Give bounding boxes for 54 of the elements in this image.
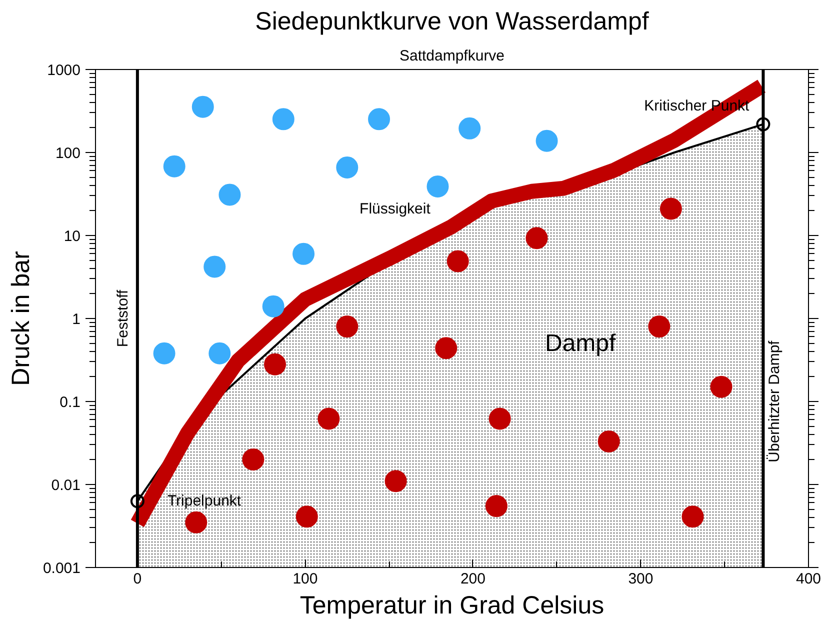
point [336, 156, 358, 178]
point [756, 117, 770, 132]
y-tick-label: 0.001 [42, 560, 81, 577]
y-tick-label: 1000 [47, 62, 81, 79]
x-axis-title: Temperatur in Grad Celsius [300, 592, 604, 620]
point [426, 175, 449, 198]
y-tick-label: 0.1 [60, 394, 81, 411]
y-tick-label: 1 [72, 311, 80, 328]
point [292, 242, 315, 265]
point [458, 117, 481, 140]
point [264, 353, 286, 376]
point [272, 108, 294, 130]
point [526, 227, 548, 250]
point [318, 408, 340, 430]
point [435, 337, 458, 360]
point [262, 295, 284, 318]
x-tick-label: 400 [796, 570, 822, 588]
point [682, 506, 704, 528]
point [536, 130, 558, 152]
y-tick-label: 100 [55, 145, 81, 162]
ref-line-label: Überhitzter Dampf [766, 340, 784, 462]
point [446, 250, 469, 272]
point [710, 376, 732, 398]
point [336, 316, 358, 338]
point [208, 342, 231, 364]
point [660, 198, 682, 220]
y-tick-label: 0.01 [51, 477, 81, 494]
point [185, 511, 208, 534]
point [384, 470, 407, 492]
point [485, 495, 508, 518]
point [130, 494, 144, 508]
point [163, 155, 186, 178]
point [242, 448, 264, 470]
point [218, 184, 241, 206]
point [204, 256, 226, 278]
point [296, 506, 318, 528]
chart-title: Siedepunktkurve von Wasserdampf [255, 8, 649, 36]
point [598, 430, 620, 452]
x-tick-label: 200 [460, 570, 486, 588]
point [488, 408, 511, 430]
ref-line-label: Feststoff [114, 289, 132, 348]
x-tick-label: 300 [628, 570, 654, 588]
point [648, 316, 670, 338]
y-tick-label: 10 [64, 228, 81, 245]
y-axis-title: Druck in bar [6, 251, 35, 386]
x-tick-label: 0 [133, 570, 142, 588]
chart-subtitle: Sattdampfkurve [399, 48, 505, 64]
point [368, 108, 390, 130]
point [192, 96, 214, 118]
annotation: Tripelpunkt [167, 492, 242, 510]
annotation: Flüssigkeit [360, 200, 432, 218]
point [153, 342, 176, 364]
annotation: Dampf [544, 330, 616, 357]
x-tick-label: 100 [292, 570, 318, 588]
